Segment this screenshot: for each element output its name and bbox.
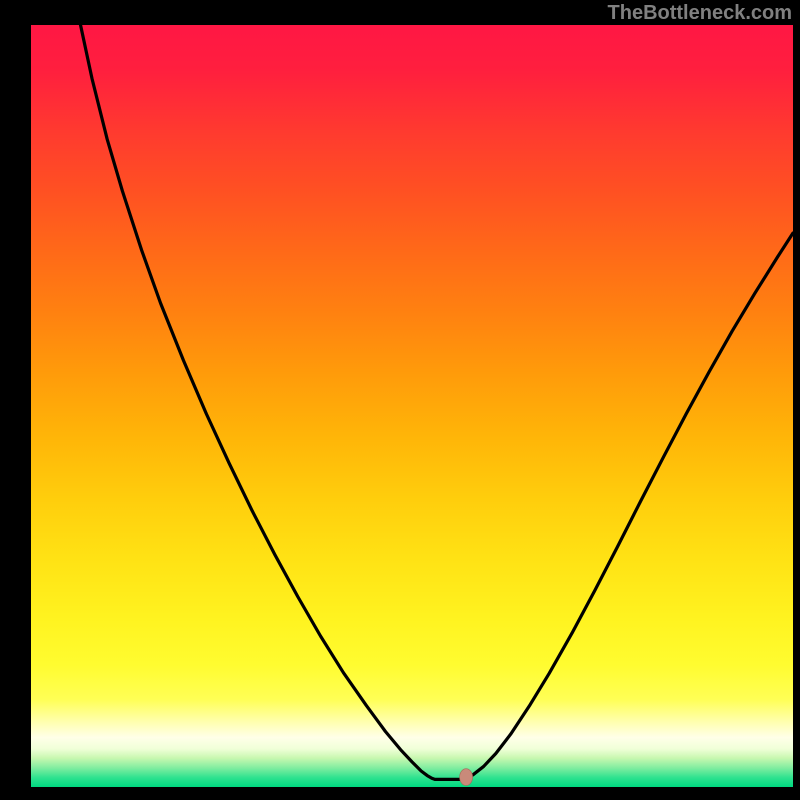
chart-container: TheBottleneck.com	[0, 0, 800, 800]
watermark-text: TheBottleneck.com	[608, 2, 792, 25]
plot-area	[31, 25, 793, 787]
